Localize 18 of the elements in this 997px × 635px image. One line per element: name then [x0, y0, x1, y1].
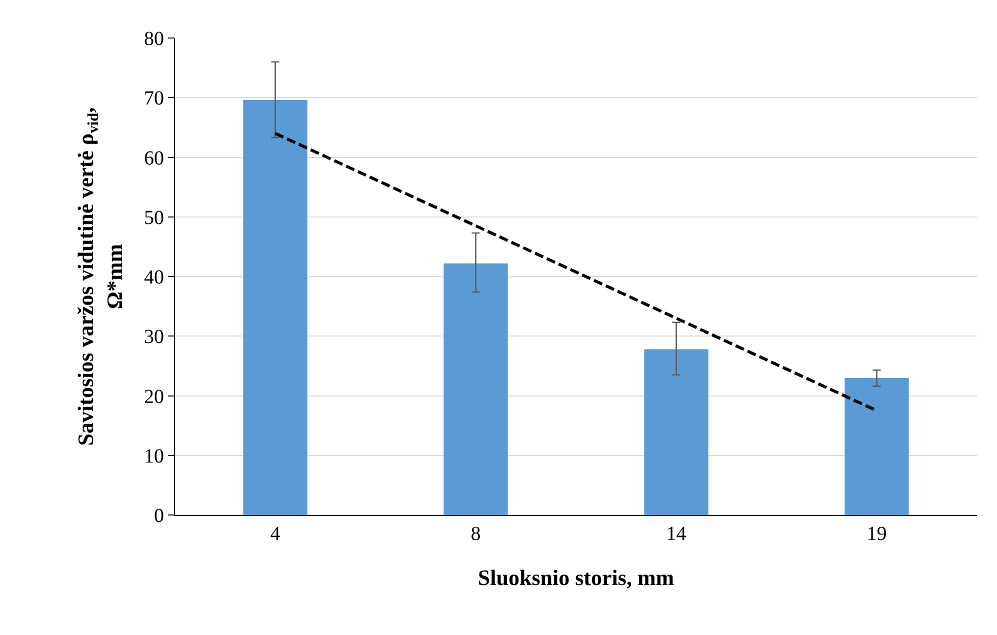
bar — [644, 349, 708, 515]
y-tick-label: 20 — [144, 386, 164, 408]
y-tick-label: 0 — [154, 505, 164, 527]
y-tick-label: 60 — [144, 147, 164, 170]
x-tick-label: 4 — [270, 523, 280, 545]
y-tick-label: 30 — [144, 326, 164, 348]
x-tick-label: 14 — [666, 523, 686, 545]
y-tick-label: 40 — [144, 266, 164, 288]
x-tick-label: 8 — [470, 523, 481, 545]
y-tick-label: 10 — [144, 445, 164, 468]
y-tick-label: 80 — [144, 28, 164, 50]
bar — [844, 378, 909, 515]
bar — [444, 263, 508, 515]
y-tick-label: 70 — [144, 88, 164, 110]
bar — [243, 100, 308, 515]
y-tick-label: 50 — [144, 206, 164, 229]
x-tick-label: 19 — [866, 523, 887, 545]
x-axis-title: Sluoksnio storis, mm — [478, 564, 674, 590]
